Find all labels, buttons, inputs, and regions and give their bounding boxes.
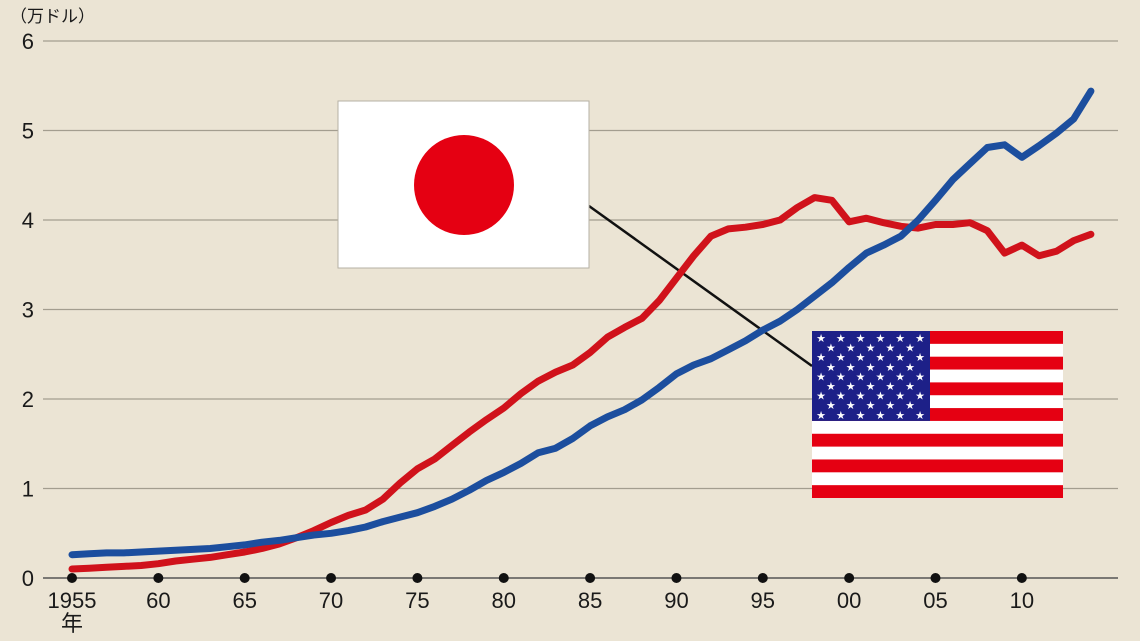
x-tick-dot (844, 573, 855, 583)
x-tick-label: 80 (492, 588, 516, 613)
y-tick-label: 0 (22, 566, 34, 591)
usa-series-line (68, 87, 1095, 559)
x-tick-dot (67, 573, 77, 583)
star-icon: ★ (885, 400, 895, 412)
star-icon: ★ (856, 352, 866, 364)
star-icon: ★ (846, 400, 856, 412)
star-icon: ★ (885, 362, 895, 374)
star-icon: ★ (836, 391, 846, 403)
x-tick-label: 60 (146, 588, 170, 613)
star-icon: ★ (866, 381, 876, 393)
flag-stripe (812, 485, 1063, 498)
x-tick-dot (930, 573, 941, 583)
x-tick-label: 00 (837, 588, 861, 613)
japan-flag (337, 100, 590, 269)
star-icon: ★ (885, 343, 895, 355)
star-icon: ★ (816, 333, 826, 345)
star-icon: ★ (816, 391, 826, 403)
y-tick-label: 2 (22, 387, 34, 412)
y-axis-unit-label: （万ドル） (10, 7, 95, 26)
x-tick-dot (326, 573, 337, 583)
flag-canton (812, 331, 930, 421)
star-icon: ★ (846, 343, 856, 355)
star-icon: ★ (885, 381, 895, 393)
star-icon: ★ (856, 410, 866, 422)
star-icon: ★ (915, 410, 925, 422)
x-tick-dot (1016, 573, 1027, 583)
series-lines (68, 87, 1095, 573)
x-tick-label: 90 (664, 588, 688, 613)
star-icon: ★ (846, 381, 856, 393)
x-tick-label: 65 (232, 588, 256, 613)
star-icon: ★ (875, 371, 885, 383)
star-icon: ★ (826, 400, 836, 412)
star-icon: ★ (856, 391, 866, 403)
star-icon: ★ (836, 333, 846, 345)
star-icon: ★ (895, 352, 905, 364)
star-icon: ★ (875, 352, 885, 364)
japan-series-line (68, 194, 1095, 573)
x-tick-dot (239, 573, 250, 583)
star-icon: ★ (846, 362, 856, 374)
star-icon: ★ (905, 343, 915, 355)
flag-stripe (812, 433, 1063, 447)
x-tick-dot (153, 573, 164, 583)
star-icon: ★ (905, 381, 915, 393)
x-tick-label: 75 (405, 588, 429, 613)
star-icon: ★ (856, 333, 866, 345)
x-tick-label: 10 (1010, 588, 1034, 613)
star-icon: ★ (866, 343, 876, 355)
x-tick-dot (757, 573, 768, 583)
star-icon: ★ (816, 410, 826, 422)
japan-flag-disc (414, 135, 514, 235)
x-tick-label: 05 (923, 588, 947, 613)
star-icon: ★ (816, 352, 826, 364)
star-icon: ★ (836, 352, 846, 364)
star-icon: ★ (836, 371, 846, 383)
star-icon: ★ (826, 343, 836, 355)
star-icon: ★ (826, 362, 836, 374)
star-icon: ★ (866, 362, 876, 374)
star-icon: ★ (866, 400, 876, 412)
x-tick-label: 1955 (48, 588, 97, 613)
star-icon: ★ (836, 410, 846, 422)
star-icon: ★ (915, 391, 925, 403)
star-icon: ★ (816, 371, 826, 383)
x-tick-dot (498, 573, 509, 583)
x-tick-dot (412, 573, 423, 583)
x-tick-dot (671, 573, 682, 583)
star-icon: ★ (895, 410, 905, 422)
x-tick-label: 95 (751, 588, 775, 613)
star-icon: ★ (915, 371, 925, 383)
star-icon: ★ (915, 352, 925, 364)
y-tick-labels: 0 1 2 3 4 5 6 (22, 29, 34, 591)
star-icon: ★ (915, 333, 925, 345)
x-axis-year-suffix: 年 (61, 611, 83, 636)
x-tick-labels: 1955 60 65 70 75 80 85 90 95 00 05 10 (48, 573, 1034, 613)
usa-flag: ★ ★ ★ ★ ★ ★★ ★ ★ ★ ★★ ★ ★ ★ ★ ★★ ★ ★ ★ ★★ ★ ★ ★ ★ ★★ ★ ★ ★ ★★ ★ ★ ★ ★ ★★… (812, 331, 1063, 498)
star-icon: ★ (905, 362, 915, 374)
star-icon: ★ (826, 381, 836, 393)
star-icon: ★ (905, 400, 915, 412)
star-icon: ★ (856, 371, 866, 383)
y-tick-label: 5 (22, 119, 34, 144)
x-tick-label: 70 (319, 588, 343, 613)
y-tick-label: 1 (22, 477, 34, 502)
y-tick-label: 6 (22, 29, 34, 54)
x-tick-label: 85 (578, 588, 602, 613)
flag-stripe (812, 459, 1063, 473)
y-tick-label: 4 (22, 208, 34, 233)
star-icon: ★ (875, 410, 885, 422)
star-icon: ★ (875, 391, 885, 403)
star-icon: ★ (875, 333, 885, 345)
x-tick-dot (585, 573, 596, 583)
star-icon: ★ (895, 371, 905, 383)
y-tick-label: 3 (22, 298, 34, 323)
star-icon: ★ (895, 333, 905, 345)
star-icon: ★ (895, 391, 905, 403)
japan-leader-line (588, 204, 813, 368)
